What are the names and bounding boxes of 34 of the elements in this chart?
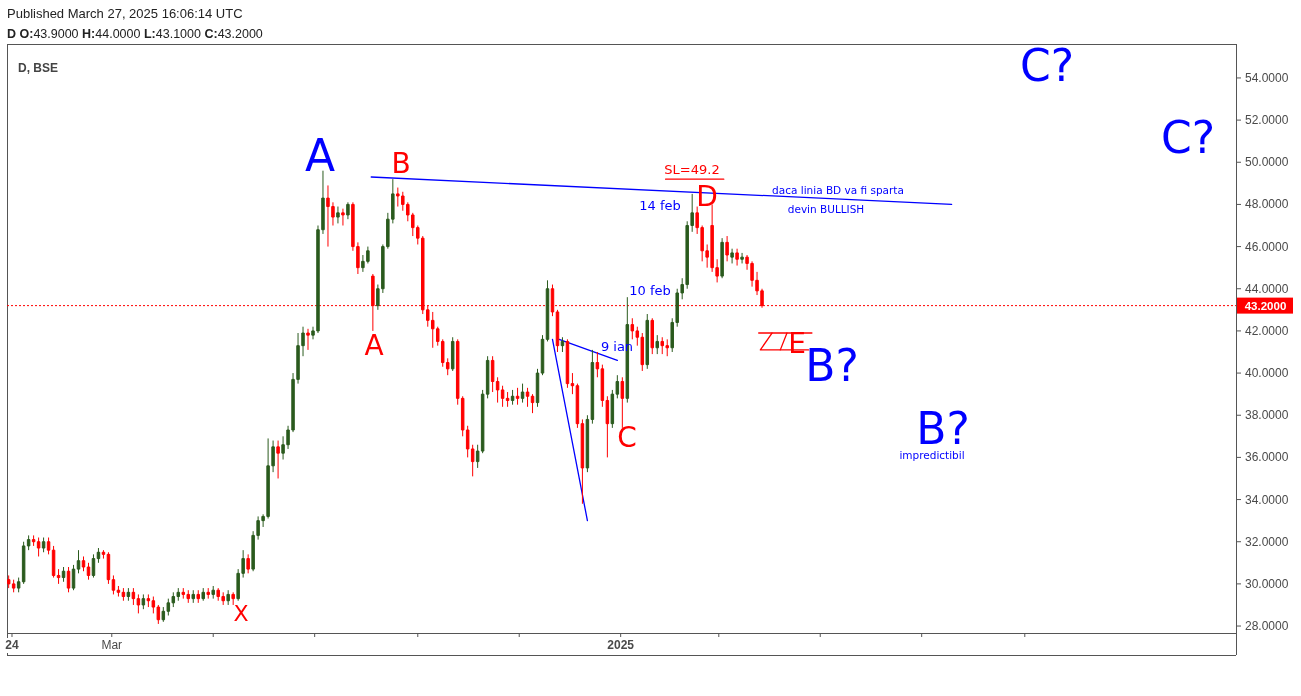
annotation: C? <box>1019 39 1075 91</box>
x-tick-label: 2025 <box>607 638 635 652</box>
y-tick-label: 50.0000 <box>1245 155 1289 170</box>
ref-line-label: 43.2000 <box>1244 299 1287 312</box>
annotation: A <box>364 328 384 362</box>
annotation: B? <box>805 339 859 391</box>
x-tick-label: Mar <box>101 638 123 652</box>
x-tick-label: 24 <box>5 638 19 652</box>
annotation: 10 feb <box>629 282 671 298</box>
y-tick-label: 28.0000 <box>1245 619 1289 634</box>
y-tick-label: 34.0000 <box>1245 492 1289 507</box>
y-tick-label: 40.0000 <box>1245 366 1289 381</box>
y-tick-label: 32.0000 <box>1245 534 1289 549</box>
y-tick-label: 38.0000 <box>1245 408 1289 423</box>
y-tick-label: 36.0000 <box>1245 450 1289 465</box>
annotation: C? <box>1160 111 1216 163</box>
y-tick-label: 30.0000 <box>1245 576 1289 591</box>
annotation: 14 feb <box>639 197 681 213</box>
annotation: SL=49.2 <box>664 161 720 177</box>
annotation: daca linia BD va fi sparta <box>772 184 904 196</box>
annotation: B <box>391 146 411 180</box>
text: D O:43.9000 H:44.0000 L:43.1000 C:43.2000 <box>7 27 263 41</box>
annotation: C <box>617 420 637 454</box>
y-tick-label: 46.0000 <box>1245 239 1289 254</box>
annotation: devin BULLISH <box>787 203 865 215</box>
y-tick-label: 52.0000 <box>1245 113 1289 128</box>
text: D, BSE <box>18 61 59 75</box>
y-tick-label: 54.0000 <box>1245 70 1289 85</box>
y-tick-label: 44.0000 <box>1245 281 1289 296</box>
y-tick-label: 42.0000 <box>1245 323 1289 338</box>
annotation: X <box>233 600 249 626</box>
text: Published March 27, 2025 16:06:14 UTC <box>7 5 243 21</box>
annotation: A <box>304 129 336 181</box>
y-tick-label: 48.0000 <box>1245 197 1289 212</box>
